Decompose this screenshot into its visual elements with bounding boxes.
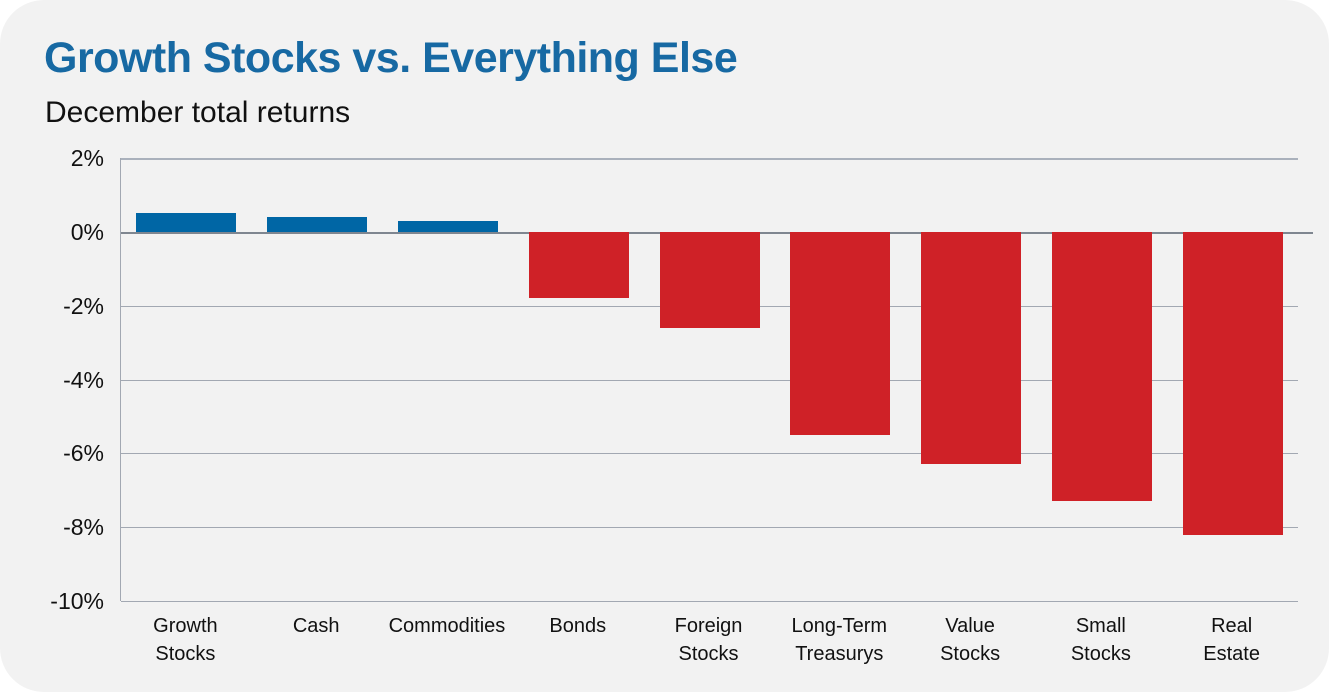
x-axis-label-long-term-treasurys: Long-Term Treasurys bbox=[791, 615, 888, 665]
bar-cash bbox=[267, 217, 368, 232]
gridline bbox=[121, 379, 1298, 381]
y-axis-tick-label: -4% bbox=[63, 366, 104, 393]
bar-commodities bbox=[397, 220, 498, 232]
bar-real-estate bbox=[1182, 231, 1283, 535]
y-axis: 2% 0% -2% -4% -6% -8% -10% bbox=[0, 145, 104, 614]
bar-value-stocks bbox=[921, 231, 1022, 465]
y-axis-tick-label: 0% bbox=[70, 218, 104, 245]
gridline bbox=[121, 601, 1298, 602]
y-axis-tick-label: 2% bbox=[70, 145, 104, 171]
x-axis-label-value-stocks: Value Stocks bbox=[940, 615, 1001, 665]
x-axis-label-real-estate: Real Estate bbox=[1203, 615, 1260, 665]
gridline bbox=[121, 158, 1298, 160]
y-axis-tick-label: -8% bbox=[63, 514, 104, 541]
x-axis-label-cash: Cash bbox=[292, 615, 340, 637]
chart-title: Growth Stocks vs. Everything Else bbox=[44, 34, 738, 82]
chart-subtitle: December total returns bbox=[45, 96, 351, 129]
bar-growth-stocks bbox=[136, 213, 237, 232]
y-axis-tick-label: -10% bbox=[50, 588, 104, 614]
gridline bbox=[121, 453, 1298, 455]
x-axis: Growth Stocks Cash Commodities Bonds Foreign… bbox=[120, 612, 1297, 668]
bar-series bbox=[121, 158, 1298, 601]
bar-small-stocks bbox=[1051, 231, 1152, 502]
x-axis-label-small-stocks: Small Stocks bbox=[1070, 615, 1131, 665]
bar-foreign-stocks bbox=[659, 231, 760, 328]
x-axis-label-bonds: Bonds bbox=[549, 615, 607, 637]
bar-long-term-treasurys bbox=[790, 231, 891, 435]
bar-bonds bbox=[528, 231, 629, 299]
x-axis-label-commodities: Commodities bbox=[388, 615, 506, 637]
y-axis-tick-label: -2% bbox=[63, 292, 104, 319]
y-axis-tick-label: -6% bbox=[63, 440, 104, 467]
plot-area bbox=[120, 158, 1313, 602]
x-axis-label-foreign-stocks: Foreign Stocks bbox=[674, 615, 743, 665]
gridline bbox=[121, 527, 1298, 529]
x-axis-label-growth-stocks: Growth Stocks bbox=[153, 615, 218, 665]
